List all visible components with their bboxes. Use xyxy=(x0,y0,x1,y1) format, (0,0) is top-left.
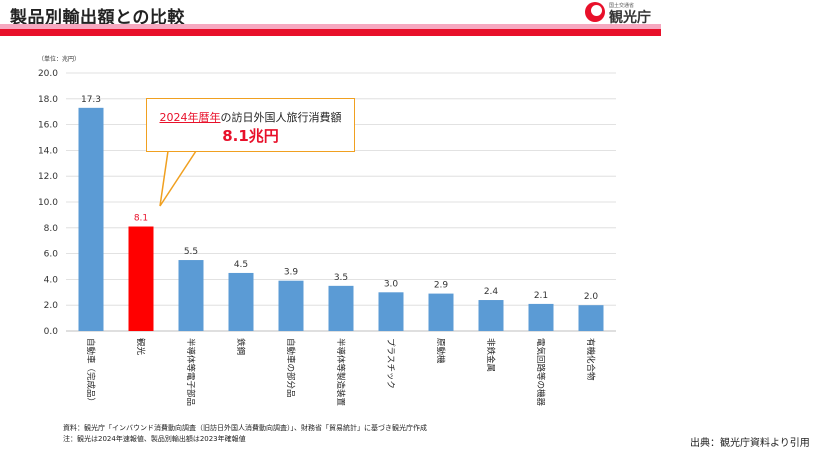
chart-unit-label: （単位：兆円） xyxy=(38,56,81,63)
bar xyxy=(378,292,404,331)
category-label: 原動機 xyxy=(435,338,446,364)
source-note: 資料：観光庁「インバウンド消費動向調査（旧訪日外国人消費動向調査）」、財務省「貿… xyxy=(63,424,427,432)
bar xyxy=(78,107,104,331)
category-label: 非鉄金属 xyxy=(485,338,496,372)
data-label: 3.0 xyxy=(384,279,399,289)
category-label: 自動車の部分品 xyxy=(285,338,296,398)
category-label: 半導体等製造装置 xyxy=(335,338,346,407)
callout-value: 8.1兆円 xyxy=(222,127,279,145)
data-label: 2.1 xyxy=(534,291,548,301)
bar xyxy=(328,285,354,331)
footnote: 注：観光は2024年速報値、製品別輸出額は2023年確報値 xyxy=(63,435,246,443)
data-label: 3.5 xyxy=(334,273,348,283)
category-label: 観光 xyxy=(135,338,146,356)
callout-caption: 2024年暦年の訪日外国人旅行消費額 xyxy=(147,109,354,125)
header-band-pink xyxy=(0,24,661,29)
category-label: 電気回路等の機器 xyxy=(535,338,546,407)
agency-logo-text: 観光庁 xyxy=(609,10,651,26)
tourism-callout: 2024年暦年の訪日外国人旅行消費額 8.1兆円 xyxy=(146,98,355,152)
callout-text: の訪日外国人旅行消費額 xyxy=(220,111,342,124)
y-tick-label: 8.0 xyxy=(44,224,59,234)
bar xyxy=(128,226,154,331)
bar xyxy=(278,280,304,331)
bar xyxy=(528,303,554,331)
y-tick-label: 10.0 xyxy=(38,198,58,208)
bar xyxy=(578,305,604,331)
category-label: プラスチック xyxy=(385,338,395,389)
bar xyxy=(178,260,204,331)
data-label: 5.5 xyxy=(184,247,198,257)
data-label: 2.9 xyxy=(434,281,449,291)
data-label: 3.9 xyxy=(284,268,299,278)
page-title: 製品別輸出額との比較 xyxy=(10,8,185,28)
agency-logo: 国土交通省 観光庁 xyxy=(585,2,665,26)
bar xyxy=(228,272,254,331)
category-label: 自動車（完成品） xyxy=(85,338,96,406)
credit-text: 出典：観光庁資料より引用 xyxy=(690,438,810,449)
data-label: 2.0 xyxy=(584,292,599,302)
y-tick-label: 4.0 xyxy=(44,275,59,285)
data-label: 4.5 xyxy=(234,260,248,270)
callout-year: 2024年暦年 xyxy=(159,111,221,124)
callout-pointer xyxy=(159,150,198,207)
y-tick-label: 20.0 xyxy=(38,69,58,79)
y-tick-label: 0.0 xyxy=(44,327,59,337)
y-tick-label: 6.0 xyxy=(44,250,59,260)
y-tick-label: 2.0 xyxy=(44,301,59,311)
header-band-red xyxy=(0,29,661,36)
y-tick-label: 16.0 xyxy=(38,121,58,131)
category-label: 鉄鋼 xyxy=(235,338,246,355)
data-label: 2.4 xyxy=(484,287,499,297)
y-tick-label: 12.0 xyxy=(38,172,58,182)
category-label: 有機化合物 xyxy=(585,338,596,381)
data-label: 17.3 xyxy=(81,95,101,105)
data-label: 8.1 xyxy=(134,214,148,224)
agency-logo-ministry: 国土交通省 xyxy=(609,3,635,9)
y-tick-label: 18.0 xyxy=(38,95,58,105)
bar xyxy=(478,300,504,331)
bar xyxy=(428,293,454,331)
agency-logo-icon xyxy=(585,2,605,22)
y-tick-label: 14.0 xyxy=(38,146,58,156)
category-label: 半導体等電子部品 xyxy=(185,338,196,406)
